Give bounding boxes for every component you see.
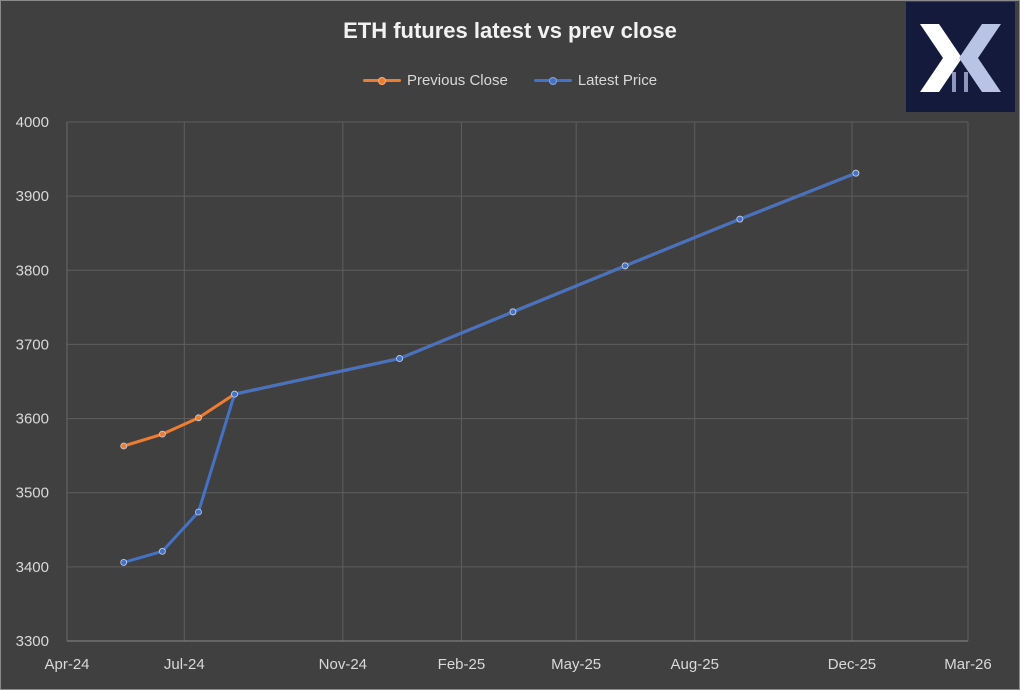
x-logo-icon xyxy=(920,24,1001,92)
data-point-latest-price xyxy=(396,355,403,362)
legend-label-latest-price: Latest Price xyxy=(577,72,658,89)
x-tick-label: Feb-25 xyxy=(438,656,486,673)
y-tick-label: 4000 xyxy=(16,114,49,131)
x-tick-label: Jul-24 xyxy=(164,656,205,673)
y-tick-label: 3300 xyxy=(16,633,49,650)
y-tick-label: 3400 xyxy=(16,559,49,576)
x-tick-label: Apr-24 xyxy=(44,656,89,673)
legend-swatch-previous-close xyxy=(362,76,401,85)
legend-label-previous-close: Previous Close xyxy=(406,72,508,89)
series-line-previous-close xyxy=(122,171,858,448)
x-tick-label: Nov-24 xyxy=(319,656,367,673)
y-tick-label: 3500 xyxy=(16,485,49,502)
data-point-previous-close xyxy=(120,442,128,450)
legend: Previous Close Latest Price xyxy=(0,72,1020,89)
legend-item-latest-price: Latest Price xyxy=(533,72,658,89)
data-point-previous-close xyxy=(195,414,202,422)
y-tick-label: 3600 xyxy=(16,411,49,428)
y-tick-label: 3800 xyxy=(16,262,49,279)
legend-swatch-latest-price xyxy=(533,76,572,85)
x-tick-label: May-25 xyxy=(551,656,601,673)
logo xyxy=(906,2,1015,112)
x-tick-label: Aug-25 xyxy=(671,656,719,673)
chart-title: ETH futures latest vs prev close xyxy=(343,18,677,43)
data-point-latest-price xyxy=(231,390,238,398)
x-tick-label: Mar-26 xyxy=(944,656,992,673)
legend-item-previous-close: Previous Close xyxy=(362,72,508,89)
x-tick-label: Dec-25 xyxy=(828,656,876,673)
series-line-latest-price xyxy=(122,171,858,564)
data-point-latest-price xyxy=(509,308,517,316)
y-tick-label: 3900 xyxy=(16,188,49,205)
data-point-latest-price xyxy=(621,262,629,270)
data-point-latest-price xyxy=(736,215,744,223)
data-point-latest-price xyxy=(120,559,128,566)
data-point-latest-price xyxy=(195,508,202,516)
data-point-latest-price xyxy=(158,547,166,555)
data-point-latest-price xyxy=(852,169,860,177)
y-tick-label: 3700 xyxy=(16,336,49,353)
data-point-previous-close xyxy=(158,430,166,438)
